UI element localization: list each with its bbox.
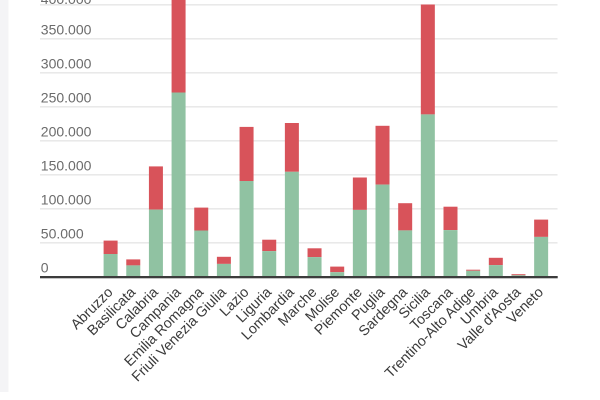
svg-text:200.000: 200.000 bbox=[41, 124, 92, 140]
svg-text:50.000: 50.000 bbox=[41, 226, 84, 242]
svg-text:350.000: 350.000 bbox=[41, 22, 92, 38]
svg-text:150.000: 150.000 bbox=[41, 158, 92, 174]
svg-text:100.000: 100.000 bbox=[41, 192, 92, 208]
svg-text:250.000: 250.000 bbox=[41, 90, 92, 106]
svg-text:0: 0 bbox=[41, 260, 49, 276]
svg-text:400.000: 400.000 bbox=[41, 0, 92, 7]
svg-text:300.000: 300.000 bbox=[41, 56, 92, 72]
